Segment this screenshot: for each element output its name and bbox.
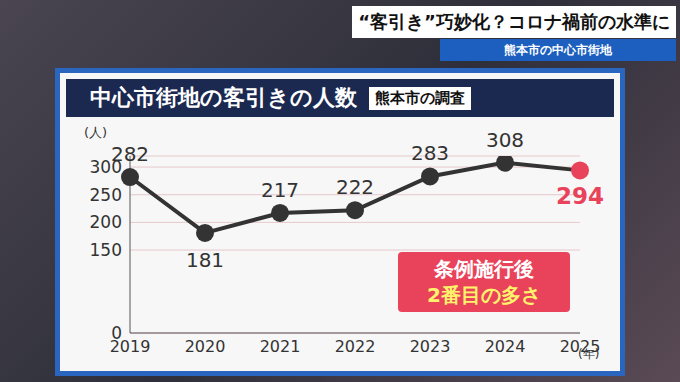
svg-text:308: 308 (486, 128, 524, 152)
svg-text:0: 0 (111, 323, 122, 343)
svg-text:282: 282 (111, 142, 149, 166)
svg-text:2020: 2020 (185, 337, 226, 356)
svg-text:250: 250 (90, 185, 122, 205)
svg-text:2024: 2024 (485, 337, 526, 356)
svg-text:217: 217 (261, 178, 299, 202)
svg-text:150: 150 (90, 240, 122, 260)
svg-text:2022: 2022 (335, 337, 376, 356)
svg-text:294: 294 (556, 183, 604, 209)
svg-text:283: 283 (411, 141, 449, 165)
svg-text:200: 200 (90, 212, 122, 232)
svg-text:181: 181 (186, 248, 224, 272)
svg-text:2021: 2021 (260, 337, 301, 356)
svg-text:222: 222 (336, 175, 374, 199)
svg-text:2023: 2023 (410, 337, 451, 356)
